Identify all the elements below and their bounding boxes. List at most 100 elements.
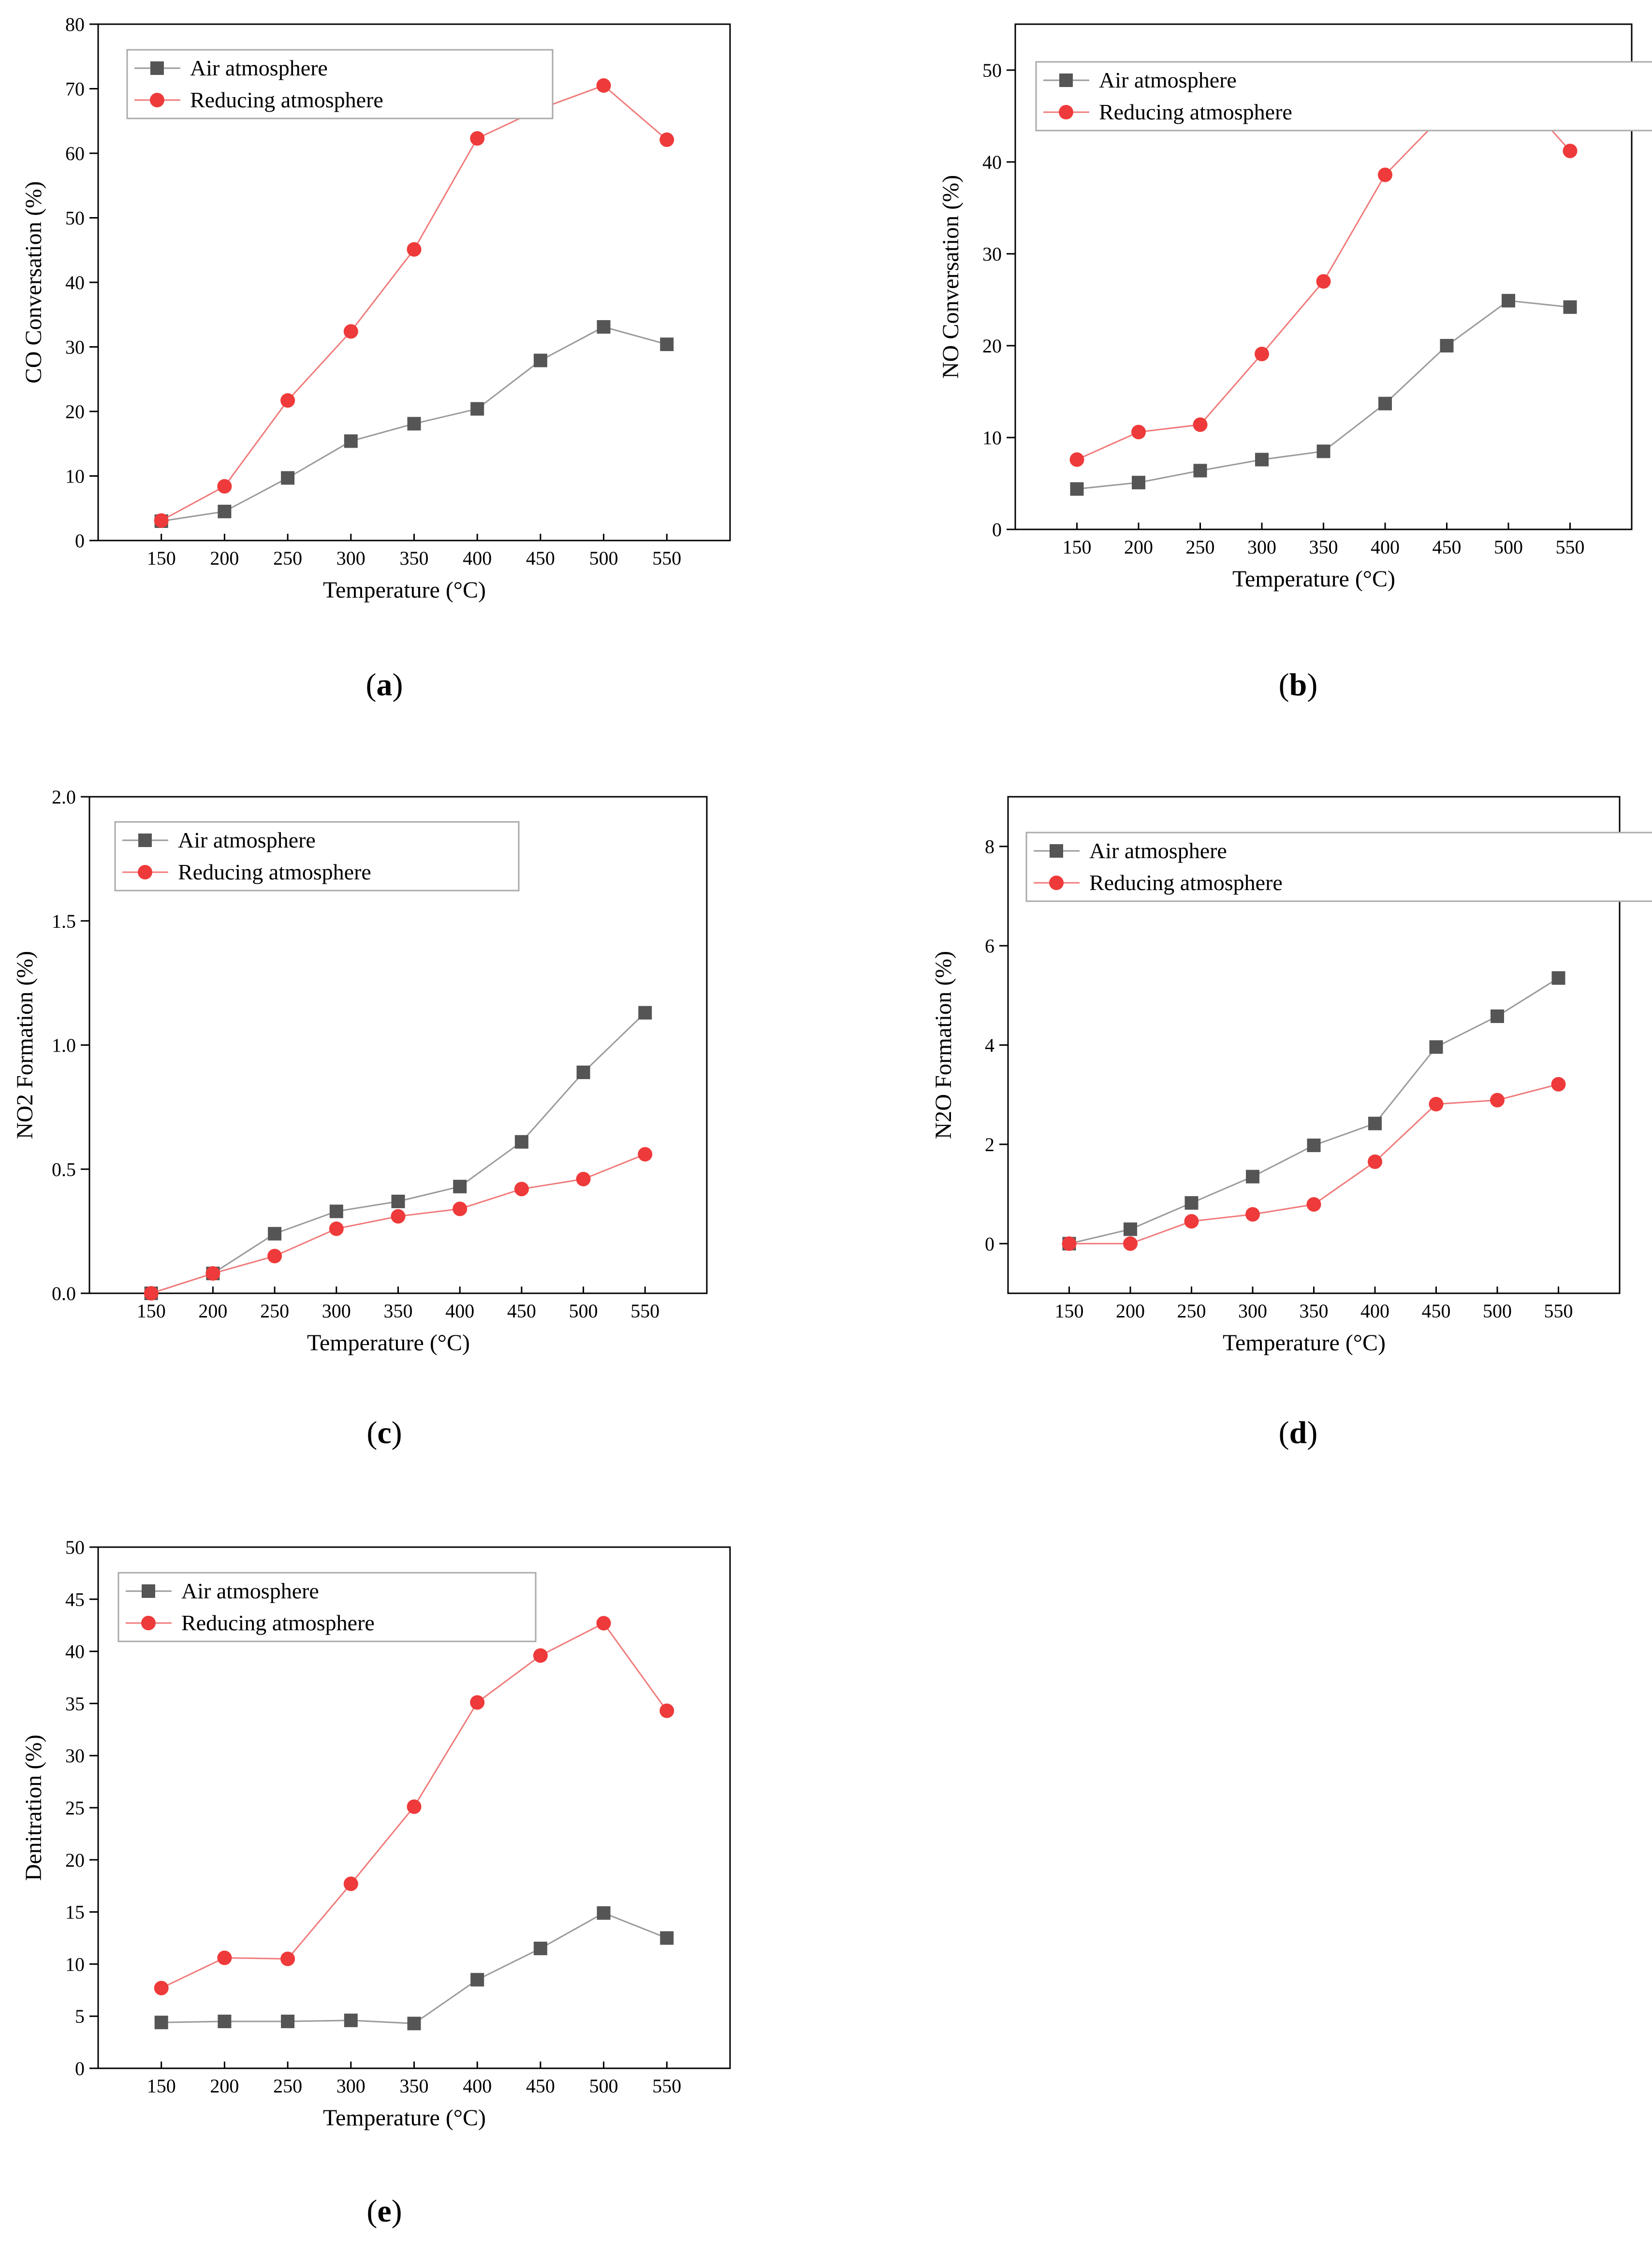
series-line-air (161, 1912, 667, 2024)
x-tick-label: 250 (1186, 536, 1215, 558)
x-tick-label: 150 (137, 1300, 166, 1322)
x-tick-label: 500 (589, 547, 618, 569)
data-point (407, 1799, 422, 1814)
data-point (1255, 453, 1269, 467)
x-tick-label: 550 (652, 547, 681, 569)
data-point (514, 1135, 528, 1149)
data-point (1429, 1040, 1443, 1054)
x-tick-label: 550 (1544, 1300, 1573, 1322)
y-tick-label: 35 (65, 1693, 85, 1714)
y-tick-label: 10 (65, 466, 85, 487)
y-axis-label: NO2 Formation (%) (12, 951, 38, 1139)
y-tick-label: 8 (985, 836, 994, 858)
data-point (281, 471, 295, 485)
data-point (1184, 1214, 1199, 1229)
data-point (1368, 1154, 1382, 1169)
data-point (344, 2013, 358, 2027)
data-point (1368, 1116, 1382, 1130)
x-tick-label: 200 (210, 2075, 239, 2097)
data-point (329, 1221, 344, 1236)
data-point (596, 1616, 611, 1631)
x-tick-label: 300 (336, 2075, 365, 2097)
legend-square-marker (138, 834, 152, 847)
x-tick-label: 500 (589, 2075, 618, 2097)
data-point (597, 320, 611, 334)
data-point (470, 1973, 484, 1987)
legend-label: Air atmosphere (181, 1579, 319, 1603)
legend-square-marker (142, 1584, 155, 1598)
panel-label: (b) (1279, 667, 1318, 702)
data-point (343, 324, 358, 339)
data-point (1193, 417, 1208, 432)
data-point (1246, 1170, 1259, 1184)
data-point (154, 1980, 169, 1995)
data-point (1193, 464, 1207, 478)
series-line-reducing (151, 1154, 645, 1294)
series-line-reducing (1076, 80, 1571, 460)
x-tick-label: 300 (1247, 536, 1276, 558)
data-point (533, 1942, 547, 1956)
data-point (267, 1248, 282, 1263)
y-tick-label: 30 (65, 336, 85, 358)
data-point (576, 1065, 590, 1079)
data-point (533, 353, 547, 367)
y-tick-label: 80 (65, 14, 85, 35)
data-point (470, 402, 484, 416)
y-tick-label: 40 (65, 1641, 85, 1663)
x-tick-label: 450 (1433, 536, 1462, 558)
x-tick-label: 400 (463, 547, 492, 569)
chart-e: 150 200 250 300 350 400 450 500 550 0 5 10 15 20 25 30 3… (21, 1536, 731, 2131)
legend-box (1025, 832, 1652, 902)
y-tick-label: 2.0 (52, 786, 76, 808)
x-tick-label: 350 (400, 547, 429, 569)
x-axis-label: Temperature (°C) (323, 2105, 486, 2131)
y-tick-label: 45 (65, 1589, 85, 1610)
y-tick-label: 2 (985, 1134, 994, 1156)
y-tick-label: 0.5 (52, 1158, 76, 1180)
data-point (1563, 144, 1578, 159)
y-tick-label: 6 (985, 935, 994, 957)
data-point (1070, 482, 1084, 496)
legend-circle-marker (1059, 105, 1073, 119)
y-tick-label: 70 (65, 78, 85, 100)
x-tick-label: 150 (147, 2075, 176, 2097)
x-tick-label: 500 (569, 1300, 598, 1322)
y-axis-label: NO Conversation (%) (938, 175, 964, 379)
data-point (1551, 1077, 1566, 1092)
y-tick-label: 20 (65, 1849, 85, 1871)
chart-d: 150 200 250 300 350 400 450 500 550 0 2 4 6 8 Temperat… (931, 796, 1652, 1356)
legend-square-marker (150, 61, 164, 75)
legend: Air atmosphere Reducing atmosphere (114, 821, 520, 892)
x-tick-label: 250 (260, 1300, 289, 1322)
legend-box (126, 49, 554, 119)
x-tick-label: 250 (1177, 1300, 1206, 1322)
data-point (1563, 300, 1577, 314)
data-point (1123, 1236, 1138, 1251)
x-tick-label: 450 (507, 1300, 536, 1322)
data-point (1551, 971, 1565, 985)
data-point (343, 1876, 358, 1891)
data-point (281, 2014, 295, 2028)
y-tick-label: 25 (65, 1797, 85, 1819)
y-tick-label: 30 (982, 243, 1002, 265)
data-point (329, 1204, 343, 1218)
series-line-air (151, 1012, 646, 1294)
legend-label: Reducing atmosphere (178, 860, 371, 884)
y-tick-label: 0 (992, 519, 1002, 541)
panel-label: (d) (1279, 1415, 1318, 1450)
data-point (1490, 1093, 1505, 1108)
x-tick-label: 450 (526, 2075, 555, 2097)
data-point (1124, 1222, 1137, 1236)
legend-circle-marker (150, 93, 164, 107)
legend-label: Reducing atmosphere (1099, 100, 1292, 124)
x-tick-label: 450 (526, 547, 555, 569)
data-point (217, 479, 232, 494)
data-point (1069, 452, 1084, 467)
legend-box (1035, 61, 1652, 132)
x-tick-label: 250 (273, 547, 302, 569)
legend-box (114, 821, 520, 892)
panel-label: (e) (366, 2194, 402, 2229)
y-tick-label: 0 (75, 2058, 85, 2079)
y-axis-label: N2O Formation (%) (931, 951, 956, 1139)
data-point (1255, 347, 1269, 362)
